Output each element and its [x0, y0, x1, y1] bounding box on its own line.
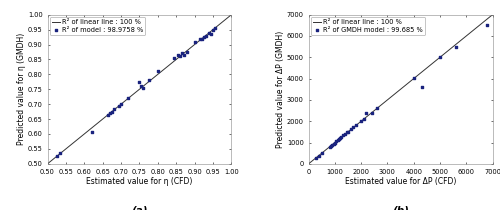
- R² of GMDH model : 99.685 %: (2.6e+03, 2.62e+03): 99.685 %: (2.6e+03, 2.62e+03): [373, 106, 381, 110]
- R² of model : 98.9758 %: (0.915, 0.92): 98.9758 %: (0.915, 0.92): [196, 37, 204, 40]
- R² of GMDH model : 99.685 %: (2.1e+03, 2.1e+03): 99.685 %: (2.1e+03, 2.1e+03): [360, 117, 368, 121]
- R² of model : 98.9758 %: (0.535, 0.535): 98.9758 %: (0.535, 0.535): [56, 152, 64, 155]
- R² of model : 98.9758 %: (0.775, 0.78): 98.9758 %: (0.775, 0.78): [144, 79, 152, 82]
- R² of GMDH model : 99.685 %: (500, 490): 99.685 %: (500, 490): [318, 152, 326, 155]
- R² of GMDH model : 99.685 %: (2e+03, 2e+03): 99.685 %: (2e+03, 2e+03): [357, 119, 365, 123]
- R² of GMDH model : 99.685 %: (4.3e+03, 3.6e+03): 99.685 %: (4.3e+03, 3.6e+03): [418, 85, 426, 89]
- R² of GMDH model : 99.685 %: (1.6e+03, 1.62e+03): 99.685 %: (1.6e+03, 1.62e+03): [346, 128, 354, 131]
- Legend: R² of linear line : 100 %, R² of GMDH model : 99.685 %: R² of linear line : 100 %, R² of GMDH mo…: [310, 17, 425, 35]
- R² of model : 98.9758 %: (0.87, 0.865): 98.9758 %: (0.87, 0.865): [180, 53, 188, 57]
- R² of GMDH model : 99.685 %: (850, 840): 99.685 %: (850, 840): [327, 144, 335, 148]
- R² of GMDH model : 99.685 %: (1.8e+03, 1.82e+03): 99.685 %: (1.8e+03, 1.82e+03): [352, 123, 360, 127]
- R² of GMDH model : 99.685 %: (1.7e+03, 1.72e+03): 99.685 %: (1.7e+03, 1.72e+03): [350, 126, 358, 129]
- R² of model : 98.9758 %: (0.955, 0.955): 98.9758 %: (0.955, 0.955): [211, 26, 219, 30]
- R² of model : 98.9758 %: (0.8, 0.81): 98.9758 %: (0.8, 0.81): [154, 70, 162, 73]
- Legend: R² of linear line : 100 %, R² of model : 98.9758 %: R² of linear line : 100 %, R² of model :…: [50, 17, 146, 35]
- R² of model : 98.9758 %: (0.68, 0.685): 98.9758 %: (0.68, 0.685): [110, 107, 118, 110]
- Y-axis label: Predicted value for η (GMDH): Predicted value for η (GMDH): [16, 33, 26, 145]
- R² of GMDH model : 99.685 %: (800, 790): 99.685 %: (800, 790): [326, 145, 334, 149]
- R² of GMDH model : 99.685 %: (400, 380): 99.685 %: (400, 380): [315, 154, 323, 157]
- R² of model : 98.9758 %: (0.86, 0.86): 98.9758 %: (0.86, 0.86): [176, 55, 184, 58]
- R² of model : 98.9758 %: (0.675, 0.675): 98.9758 %: (0.675, 0.675): [108, 110, 116, 113]
- R² of model : 98.9758 %: (0.62, 0.605): 98.9758 %: (0.62, 0.605): [88, 131, 96, 134]
- R² of model : 98.9758 %: (0.94, 0.94): 98.9758 %: (0.94, 0.94): [206, 31, 214, 34]
- R² of model : 98.9758 %: (0.93, 0.93): 98.9758 %: (0.93, 0.93): [202, 34, 209, 37]
- R² of GMDH model : 99.685 %: (1.3e+03, 1.35e+03): 99.685 %: (1.3e+03, 1.35e+03): [339, 133, 347, 137]
- R² of model : 98.9758 %: (0.855, 0.865): 98.9758 %: (0.855, 0.865): [174, 53, 182, 57]
- R² of model : 98.9758 %: (0.755, 0.76): 98.9758 %: (0.755, 0.76): [138, 85, 145, 88]
- R² of GMDH model : 99.685 %: (6.8e+03, 6.5e+03): 99.685 %: (6.8e+03, 6.5e+03): [483, 24, 491, 27]
- R² of model : 98.9758 %: (0.75, 0.775): 98.9758 %: (0.75, 0.775): [136, 80, 143, 83]
- R² of model : 98.9758 %: (0.845, 0.855): 98.9758 %: (0.845, 0.855): [170, 56, 178, 60]
- R² of GMDH model : 99.685 %: (2.2e+03, 2.4e+03): 99.685 %: (2.2e+03, 2.4e+03): [362, 111, 370, 114]
- R² of model : 98.9758 %: (0.76, 0.755): 98.9758 %: (0.76, 0.755): [139, 86, 147, 89]
- R² of model : 98.9758 %: (0.88, 0.875): 98.9758 %: (0.88, 0.875): [184, 50, 192, 54]
- R² of model : 98.9758 %: (0.72, 0.72): 98.9758 %: (0.72, 0.72): [124, 97, 132, 100]
- R² of GMDH model : 99.685 %: (1.15e+03, 1.15e+03): 99.685 %: (1.15e+03, 1.15e+03): [335, 138, 343, 141]
- Text: (a): (a): [131, 206, 148, 210]
- R² of GMDH model : 99.685 %: (300, 280): 99.685 %: (300, 280): [312, 156, 320, 160]
- R² of GMDH model : 99.685 %: (950, 950): 99.685 %: (950, 950): [330, 142, 338, 145]
- R² of GMDH model : 99.685 %: (1.5e+03, 1.5e+03): 99.685 %: (1.5e+03, 1.5e+03): [344, 130, 352, 134]
- R² of model : 98.9758 %: (0.865, 0.87): 98.9758 %: (0.865, 0.87): [178, 52, 186, 55]
- R² of GMDH model : 99.685 %: (1.4e+03, 1.42e+03): 99.685 %: (1.4e+03, 1.42e+03): [342, 132, 349, 135]
- R² of model : 98.9758 %: (0.9, 0.91): 98.9758 %: (0.9, 0.91): [190, 40, 198, 43]
- R² of model : 98.9758 %: (0.665, 0.665): 98.9758 %: (0.665, 0.665): [104, 113, 112, 116]
- R² of model : 98.9758 %: (0.525, 0.525): 98.9758 %: (0.525, 0.525): [52, 155, 60, 158]
- R² of model : 98.9758 %: (0.7, 0.7): 98.9758 %: (0.7, 0.7): [117, 102, 125, 106]
- R² of GMDH model : 99.685 %: (1e+03, 1e+03): 99.685 %: (1e+03, 1e+03): [331, 141, 339, 144]
- X-axis label: Estimated value for ΔP (CFD): Estimated value for ΔP (CFD): [345, 177, 456, 186]
- R² of model : 98.9758 %: (0.67, 0.67): 98.9758 %: (0.67, 0.67): [106, 112, 114, 115]
- Text: (b): (b): [392, 206, 409, 210]
- X-axis label: Estimated value for η (CFD): Estimated value for η (CFD): [86, 177, 192, 186]
- R² of model : 98.9758 %: (0.95, 0.95): 98.9758 %: (0.95, 0.95): [209, 28, 217, 31]
- R² of model : 98.9758 %: (0.92, 0.92): 98.9758 %: (0.92, 0.92): [198, 37, 206, 40]
- R² of GMDH model : 99.685 %: (5e+03, 5e+03): 99.685 %: (5e+03, 5e+03): [436, 56, 444, 59]
- R² of GMDH model : 99.685 %: (1.45e+03, 1.48e+03): 99.685 %: (1.45e+03, 1.48e+03): [342, 131, 350, 134]
- R² of GMDH model : 99.685 %: (1.2e+03, 1.2e+03): 99.685 %: (1.2e+03, 1.2e+03): [336, 136, 344, 140]
- R² of GMDH model : 99.685 %: (5.6e+03, 5.5e+03): 99.685 %: (5.6e+03, 5.5e+03): [452, 45, 460, 48]
- R² of GMDH model : 99.685 %: (1.05e+03, 1.06e+03): 99.685 %: (1.05e+03, 1.06e+03): [332, 139, 340, 143]
- R² of model : 98.9758 %: (0.945, 0.935): 98.9758 %: (0.945, 0.935): [207, 32, 215, 36]
- Y-axis label: Predicted value for ΔP (GMDH): Predicted value for ΔP (GMDH): [276, 31, 284, 148]
- R² of model : 98.9758 %: (0.695, 0.695): 98.9758 %: (0.695, 0.695): [115, 104, 123, 107]
- R² of GMDH model : 99.685 %: (2.4e+03, 2.4e+03): 99.685 %: (2.4e+03, 2.4e+03): [368, 111, 376, 114]
- R² of GMDH model : 99.685 %: (1.1e+03, 1.1e+03): 99.685 %: (1.1e+03, 1.1e+03): [334, 139, 342, 142]
- R² of GMDH model : 99.685 %: (1.25e+03, 1.28e+03): 99.685 %: (1.25e+03, 1.28e+03): [338, 135, 345, 138]
- R² of GMDH model : 99.685 %: (900, 900): 99.685 %: (900, 900): [328, 143, 336, 146]
- R² of model : 98.9758 %: (0.925, 0.925): 98.9758 %: (0.925, 0.925): [200, 35, 208, 39]
- R² of GMDH model : 99.685 %: (4e+03, 4.05e+03): 99.685 %: (4e+03, 4.05e+03): [410, 76, 418, 79]
